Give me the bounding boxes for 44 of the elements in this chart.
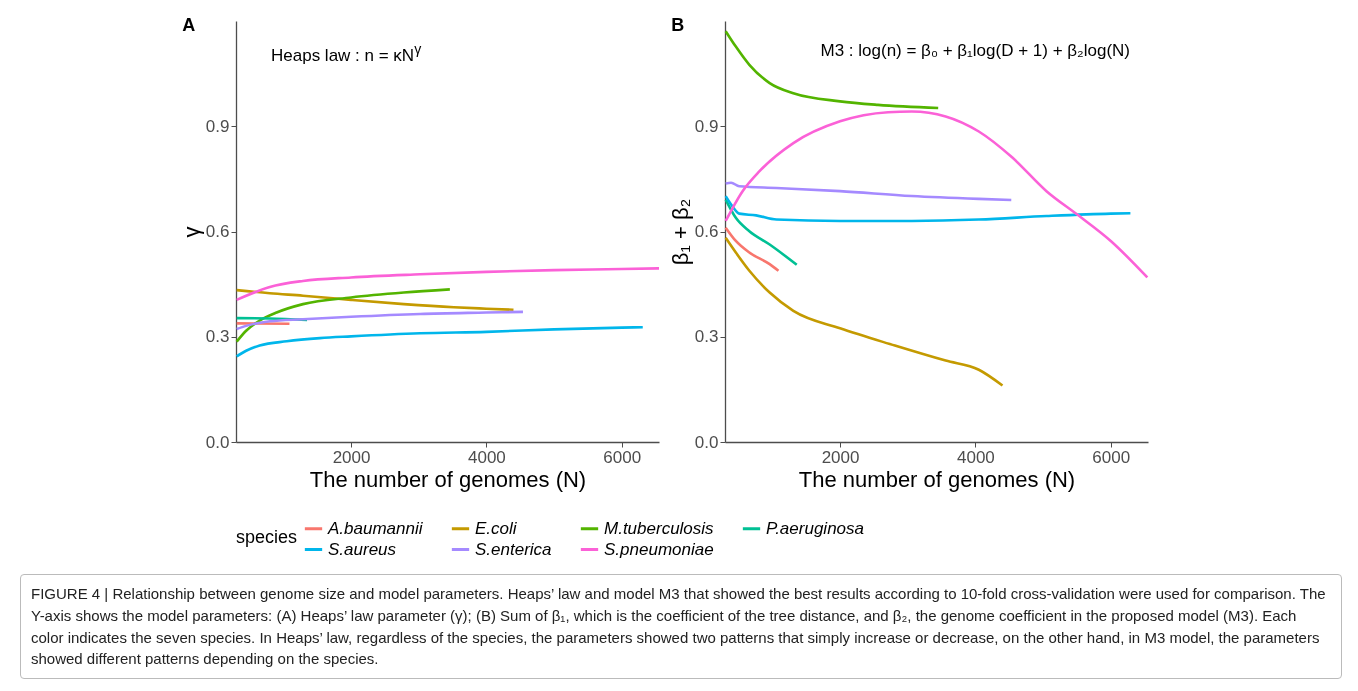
legend-label: M.tuberculosis — [604, 518, 715, 538]
line-series — [724, 236, 1004, 387]
x-tick-label: 6000 — [603, 447, 642, 467]
line-series — [724, 194, 1132, 223]
y-axis-title: γ — [414, 41, 422, 57]
line-series — [724, 181, 1013, 202]
legend-label: S.pneumoniae — [604, 539, 714, 559]
chart-title: B — [671, 15, 685, 35]
line-series — [235, 325, 645, 358]
x-tick-label: 4000 — [957, 447, 995, 467]
legend-title: species — [236, 527, 298, 547]
y-axis-title: β₁ + β₂ — [667, 198, 693, 266]
line-series — [724, 226, 780, 273]
line-series — [724, 110, 1149, 279]
line-series — [235, 267, 661, 302]
x-tick-label: 6000 — [1092, 447, 1131, 467]
x-tick-label: 4000 — [468, 447, 506, 467]
y-tick-label: 0.9 — [694, 116, 719, 136]
x-tick-label: 2000 — [332, 447, 371, 467]
legend-label: S.enterica — [475, 539, 552, 559]
legend-label: P.aeruginosa — [766, 518, 864, 538]
text: γ — [178, 226, 204, 238]
text: Heaps law : n = κN — [271, 45, 415, 65]
line-series — [724, 198, 799, 267]
legend-label: E.coli — [475, 518, 518, 538]
y-tick-label: 0.0 — [694, 432, 719, 452]
chart-title: A — [182, 15, 196, 35]
line-series — [724, 29, 940, 110]
y-tick-label: 0.3 — [205, 327, 230, 347]
y-tick-label: 0.6 — [694, 222, 719, 241]
y-tick-label: 0.6 — [205, 222, 230, 241]
legend-label: S.aureus — [328, 539, 397, 559]
y-tick-label: 0.9 — [205, 116, 230, 136]
x-axis-title: The number of genomes (N) — [798, 466, 1076, 492]
x-axis-title: The number of genomes (N) — [309, 466, 587, 492]
line-series — [235, 288, 515, 312]
x-tick-label: 2000 — [821, 447, 860, 467]
line-series — [235, 310, 525, 331]
legend-label: A.baumannii — [327, 518, 424, 538]
annotation: M3 : log(n) = β₀ + β₁log(D + 1) + β₂log(N) — [820, 41, 1130, 61]
line-series — [235, 288, 452, 343]
caption: FIGURE 4 | Relationship between genome size and model parameters. Heaps’ law and model M3 that showed the best results according to 10-fold cross-validation were used for comparison. The Y-axis shows the model parameters: (A) Heaps’ law parameter (γ); (B) Sum of β₁, which is the coefficient of the tree distance, and β₂, the genome coefficient in the proposed model (M3). Each color indicates the seven species. In Heaps’ law, regardless of the species, the parameters showed two patterns that simply increase or decrease, on the other hand, in M3 model, the parameters showed different patterns depending on the species. — [20, 574, 1342, 679]
y-tick-label: 0.3 — [694, 327, 719, 347]
y-tick-label: 0.0 — [205, 432, 230, 452]
